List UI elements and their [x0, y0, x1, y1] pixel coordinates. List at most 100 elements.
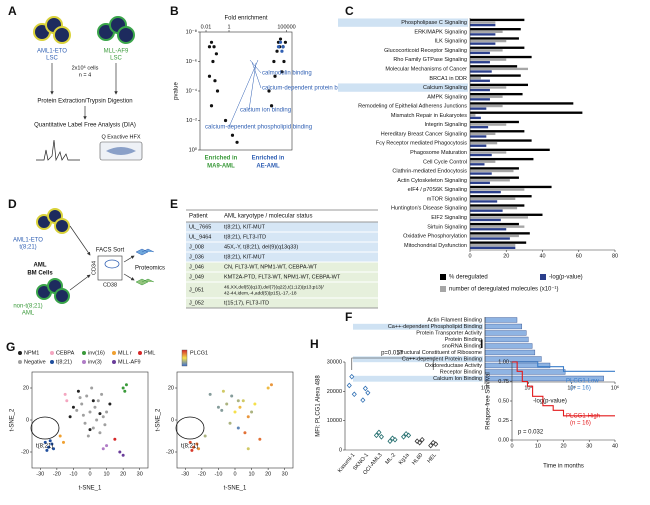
- category-label: Huntington's Disease Signaling: [391, 206, 467, 212]
- bar: [484, 317, 518, 323]
- bar: [470, 160, 496, 163]
- data-point: [246, 415, 250, 419]
- bar: [470, 74, 521, 77]
- panel-label: D: [8, 197, 17, 211]
- legend-label: PLCG1-High: [566, 414, 600, 420]
- arrow: [69, 225, 91, 256]
- data-point: [121, 386, 125, 390]
- data-point: [209, 104, 214, 108]
- category-label: Fcγ Receptor mediated Phagocytosis: [376, 141, 467, 147]
- bar: [470, 123, 507, 126]
- data-point: [250, 410, 254, 414]
- x-tick-label: 80: [612, 253, 618, 259]
- x-tick-label: -20: [53, 471, 61, 477]
- input-label: n = 4: [79, 72, 91, 78]
- y-tick-label: 0.00: [498, 437, 509, 443]
- bar: [470, 37, 519, 40]
- data-point: [113, 437, 117, 441]
- plot-frame: [176, 371, 294, 469]
- data-point: [190, 448, 194, 452]
- x-tick-label: -30: [36, 471, 44, 477]
- data-point: [246, 447, 250, 451]
- bar: [470, 241, 527, 244]
- legend-swatch: [540, 274, 546, 280]
- table-cell: t(15;17), FLT3-ITD: [224, 300, 269, 306]
- bar: [470, 179, 510, 182]
- bar: [470, 151, 507, 154]
- data-point: [269, 104, 274, 108]
- colorbar: [181, 349, 188, 367]
- panel-e-table: [186, 209, 378, 309]
- legend-label: Negative: [24, 359, 46, 365]
- x-tick-label: 1: [227, 24, 230, 30]
- x-axis-label: t-SNE_1: [79, 486, 102, 492]
- y-tick-label: 0.75: [498, 379, 509, 385]
- data-point: [124, 383, 128, 387]
- legend-swatch: [440, 274, 446, 280]
- category-label: AMPK Signaling: [427, 94, 467, 100]
- axis-marker-label: CD34: [91, 261, 97, 275]
- legend-label: CEBPA: [56, 350, 75, 356]
- panel-label: B: [170, 4, 179, 18]
- x-axis-label: Time in months: [543, 464, 584, 470]
- data-point: [230, 394, 234, 398]
- table-row: [186, 298, 378, 308]
- data-point: [123, 389, 127, 393]
- annotation: p = 0.032: [518, 430, 544, 436]
- data-point: [281, 45, 285, 49]
- bar: [470, 204, 525, 207]
- x-tick-label: 10⁴: [567, 384, 576, 391]
- legend-swatch: [112, 360, 116, 364]
- cluster-outline: [30, 416, 60, 440]
- bar: [470, 148, 550, 152]
- category-highlight: [353, 375, 483, 382]
- data-point: [68, 415, 72, 419]
- category-label: Calcium Signaling: [423, 85, 467, 91]
- bar: [470, 234, 519, 238]
- data-point: [80, 402, 84, 406]
- data-point: [105, 444, 109, 448]
- x-tick-label: 10: [104, 471, 110, 477]
- table-cell: UL_7665: [189, 224, 211, 230]
- data-point: [214, 52, 218, 56]
- y-axis-label: Relapse-free Survival: [486, 372, 492, 429]
- data-point: [223, 118, 228, 123]
- data-point: [403, 431, 409, 437]
- annotation: calcium-dependent protein binding: [262, 86, 354, 92]
- bar: [470, 188, 525, 191]
- cell-icon: [54, 218, 70, 234]
- category-label: Remodeling of Epithelial Adherens Juncti…: [358, 104, 467, 110]
- bar: [470, 95, 503, 98]
- arrow: [123, 273, 135, 281]
- bar: [470, 176, 519, 179]
- data-point: [203, 434, 207, 438]
- bar: [470, 102, 574, 105]
- bar: [470, 114, 476, 117]
- data-point: [278, 37, 283, 41]
- bar: [470, 65, 518, 68]
- data-point: [428, 442, 434, 449]
- bar: [470, 172, 492, 175]
- bar: [484, 323, 523, 330]
- data-point: [91, 426, 95, 430]
- bar: [470, 141, 498, 145]
- table-cell: J_051: [189, 287, 204, 293]
- table-cell: 45X,-Y, t(8;21), del(9)(q13q33): [224, 244, 298, 250]
- bar: [470, 42, 496, 45]
- data-point: [90, 386, 94, 390]
- data-point: [207, 74, 212, 78]
- data-point: [273, 74, 277, 78]
- x-tick-label: 10: [249, 471, 255, 477]
- data-point: [209, 40, 214, 44]
- data-point: [208, 392, 212, 396]
- table-cell: J_052: [189, 300, 204, 306]
- data-point: [207, 45, 212, 49]
- colorbar-title: PLCG1: [190, 350, 208, 356]
- category-label: mTOR Signaling: [427, 196, 467, 202]
- data-point: [362, 385, 368, 392]
- legend-label: (n = 16): [570, 421, 591, 427]
- data-point: [58, 434, 62, 438]
- survival-curve: [512, 361, 615, 372]
- bar: [470, 216, 528, 219]
- cell-icon: [53, 26, 71, 44]
